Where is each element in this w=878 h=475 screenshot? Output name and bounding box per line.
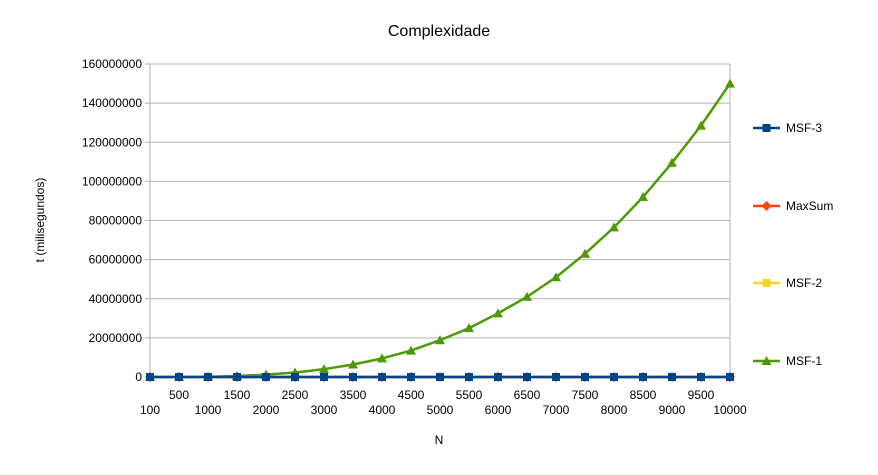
x-tick-label: 8500: [630, 388, 657, 402]
data-point: [726, 373, 734, 381]
x-tick-label: 6000: [485, 403, 512, 417]
legend-marker: [761, 356, 772, 365]
axes: [149, 64, 731, 382]
data-point: [639, 373, 647, 381]
data-point: [551, 272, 561, 282]
y-tick-labels: 0 20000000 40000000 60000000 80000000 1000000…: [82, 57, 142, 384]
legend-label: MSF-2: [786, 276, 822, 290]
data-point: [522, 291, 532, 301]
data-point: [291, 373, 299, 381]
legend: MSF-3 MaxSum MSF-2 MSF-1: [753, 121, 833, 368]
data-point: [319, 364, 329, 374]
x-tick-label: 1000: [195, 403, 222, 417]
y-tick-label: 120000000: [82, 135, 142, 149]
legend-label: MaxSum: [786, 199, 833, 213]
x-tick-label: 6500: [514, 388, 541, 402]
data-point: [552, 373, 560, 381]
y-axis-title: t (milisegundos): [33, 178, 47, 263]
x-tick-labels: 100 500 1000150020002500300035004000450050…: [140, 388, 747, 417]
data-point: [638, 192, 648, 202]
x-tick-label: 10000: [713, 403, 747, 417]
x-tick-label: 5500: [456, 388, 483, 402]
series-lines: [145, 78, 735, 382]
x-tick-label: 1500: [224, 388, 251, 402]
data-point: [580, 248, 590, 258]
data-point: [581, 373, 589, 381]
data-point: [406, 345, 416, 355]
data-point: [436, 373, 444, 381]
data-point: [204, 373, 212, 381]
y-tick-label: 60000000: [89, 253, 143, 267]
data-point: [146, 373, 154, 381]
y-tick-label: 80000000: [89, 214, 143, 228]
x-tick-label: 8000: [601, 403, 628, 417]
legend-label: MSF-1: [786, 354, 822, 368]
x-tick-label: 3000: [311, 403, 338, 417]
data-point: [349, 373, 357, 381]
data-point: [465, 373, 473, 381]
x-tick-label: 7500: [572, 388, 599, 402]
data-point: [696, 120, 706, 130]
legend-marker: [761, 201, 772, 211]
data-point: [610, 373, 618, 381]
chart-title: Complexidade: [388, 23, 490, 40]
data-point: [668, 373, 676, 381]
x-tick-label: 2500: [282, 388, 309, 402]
y-tick-label: 0: [135, 370, 142, 384]
y-tick-label: 20000000: [89, 331, 143, 345]
data-point: [348, 359, 358, 369]
x-tick-label: 2000: [253, 403, 280, 417]
y-tick-label: 160000000: [82, 57, 142, 71]
y-tick-label: 40000000: [89, 292, 143, 306]
data-point: [262, 373, 270, 381]
x-tick-label: 100: [140, 403, 160, 417]
data-point: [233, 373, 241, 381]
data-point: [697, 373, 705, 381]
x-tick-label: 9000: [659, 403, 686, 417]
legend-marker: [762, 279, 771, 287]
x-tick-label: 500: [169, 388, 189, 402]
legend-label: MSF-3: [786, 121, 822, 135]
x-tick-label: 5000: [427, 403, 454, 417]
data-point: [725, 78, 735, 88]
data-point: [407, 373, 415, 381]
data-point: [609, 222, 619, 232]
data-point: [667, 157, 677, 167]
series-line: [149, 82, 732, 379]
x-tick-label: 4500: [398, 388, 425, 402]
x-tick-label: 4000: [369, 403, 396, 417]
data-point: [435, 335, 445, 345]
x-axis-title: N: [435, 433, 444, 447]
x-tick-label: 9500: [688, 388, 715, 402]
data-point: [494, 373, 502, 381]
x-tick-label: 3500: [340, 388, 367, 402]
data-point: [378, 373, 386, 381]
data-point: [523, 373, 531, 381]
legend-marker: [762, 124, 771, 132]
y-tick-label: 100000000: [82, 174, 142, 188]
x-tick-label: 7000: [543, 403, 570, 417]
data-point: [493, 308, 503, 318]
data-point: [320, 373, 328, 381]
data-point: [377, 353, 387, 363]
data-point: [464, 323, 474, 333]
y-tick-label: 140000000: [82, 96, 142, 110]
data-point: [175, 373, 183, 381]
gridlines: [145, 63, 730, 378]
